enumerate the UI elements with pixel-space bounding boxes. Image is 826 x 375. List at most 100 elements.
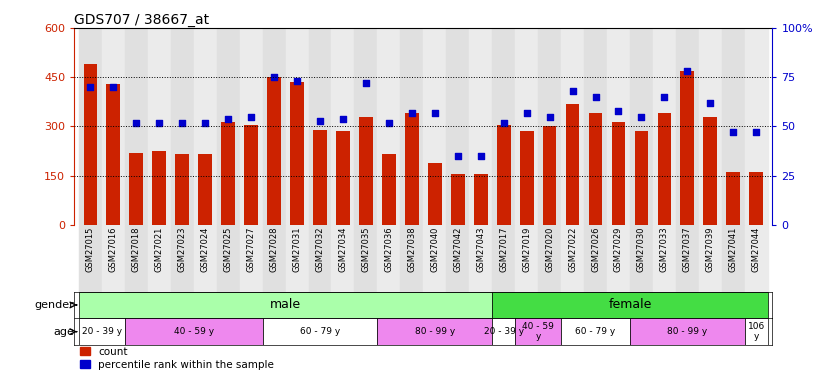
Bar — [148, 225, 171, 292]
Bar — [538, 225, 561, 292]
Text: GSM27032: GSM27032 — [316, 226, 325, 272]
Text: GSM27020: GSM27020 — [545, 226, 554, 272]
Bar — [331, 28, 354, 225]
Bar — [699, 28, 722, 225]
Bar — [492, 225, 515, 292]
Text: GSM27041: GSM27041 — [729, 226, 738, 272]
Point — [474, 153, 487, 159]
Text: GSM27016: GSM27016 — [109, 226, 118, 272]
Text: 80 - 99 y: 80 - 99 y — [415, 327, 455, 336]
Bar — [584, 28, 607, 225]
Point — [497, 120, 510, 126]
Bar — [566, 104, 580, 225]
Point — [382, 120, 396, 126]
Point — [83, 84, 97, 90]
Bar — [79, 225, 102, 292]
Text: GSM27036: GSM27036 — [384, 226, 393, 272]
Bar — [515, 28, 538, 225]
Text: GSM27018: GSM27018 — [132, 226, 140, 272]
Point — [750, 129, 763, 135]
Bar — [704, 117, 717, 225]
Bar — [377, 28, 401, 225]
Text: GSM27039: GSM27039 — [706, 226, 714, 272]
Text: GSM27038: GSM27038 — [407, 226, 416, 272]
Bar — [634, 131, 648, 225]
Point — [130, 120, 143, 126]
Bar — [240, 28, 263, 225]
Text: 20 - 39 y: 20 - 39 y — [483, 327, 524, 336]
Bar — [354, 28, 377, 225]
Text: GSM27035: GSM27035 — [362, 226, 370, 272]
Bar — [726, 172, 740, 225]
Bar — [589, 113, 602, 225]
Bar — [515, 225, 538, 292]
Text: gender: gender — [34, 300, 74, 310]
Bar — [263, 225, 286, 292]
Bar — [125, 318, 263, 345]
Point — [176, 120, 189, 126]
Bar — [359, 117, 373, 225]
Bar — [469, 28, 492, 225]
Bar — [290, 82, 304, 225]
Bar — [630, 28, 653, 225]
Text: GSM27042: GSM27042 — [453, 226, 463, 272]
Bar — [354, 225, 377, 292]
Bar — [309, 28, 331, 225]
Bar — [515, 318, 561, 345]
Bar — [676, 225, 699, 292]
Bar — [424, 225, 446, 292]
Text: GSM27027: GSM27027 — [247, 226, 255, 272]
Text: age: age — [53, 327, 74, 337]
Point — [566, 88, 579, 94]
Text: 60 - 79 y: 60 - 79 y — [300, 327, 340, 336]
Bar — [382, 154, 396, 225]
Bar — [153, 151, 166, 225]
Bar — [561, 28, 584, 225]
Bar — [216, 225, 240, 292]
Text: GSM27044: GSM27044 — [752, 226, 761, 272]
Text: GSM27030: GSM27030 — [637, 226, 646, 272]
Point — [428, 110, 441, 116]
Bar — [630, 225, 653, 292]
Bar — [745, 225, 767, 292]
Text: GSM27037: GSM27037 — [683, 226, 692, 272]
Point — [107, 84, 120, 90]
Bar — [401, 28, 424, 225]
Text: GSM27015: GSM27015 — [86, 226, 95, 272]
Text: 60 - 79 y: 60 - 79 y — [576, 327, 615, 336]
Text: GSM27033: GSM27033 — [660, 226, 669, 272]
Text: 20 - 39 y: 20 - 39 y — [82, 327, 122, 336]
Bar — [148, 28, 171, 225]
Point — [153, 120, 166, 126]
Bar — [722, 28, 745, 225]
Text: GSM27034: GSM27034 — [339, 226, 348, 272]
Text: GSM27025: GSM27025 — [224, 226, 233, 272]
Bar — [401, 225, 424, 292]
Bar — [336, 131, 350, 225]
Bar — [79, 318, 125, 345]
Bar — [607, 28, 630, 225]
Point — [336, 116, 349, 122]
Legend: count, percentile rank within the sample: count, percentile rank within the sample — [79, 346, 274, 370]
Bar — [630, 318, 745, 345]
Bar — [244, 125, 258, 225]
Bar — [699, 225, 722, 292]
Bar — [102, 225, 125, 292]
Bar — [309, 225, 331, 292]
Text: GSM27023: GSM27023 — [178, 226, 187, 272]
Text: GSM27022: GSM27022 — [568, 226, 577, 272]
Text: GSM27031: GSM27031 — [292, 226, 301, 272]
Bar — [194, 225, 216, 292]
Bar — [313, 130, 327, 225]
Text: 40 - 59 y: 40 - 59 y — [173, 327, 214, 336]
Text: GSM27043: GSM27043 — [477, 226, 485, 272]
Point — [589, 94, 602, 100]
Text: GSM27040: GSM27040 — [430, 226, 439, 272]
Bar — [474, 174, 487, 225]
Bar — [83, 64, 97, 225]
Bar — [681, 71, 694, 225]
Bar — [125, 225, 148, 292]
Bar — [377, 225, 401, 292]
Bar — [79, 292, 492, 318]
Text: 40 - 59
y: 40 - 59 y — [522, 322, 554, 341]
